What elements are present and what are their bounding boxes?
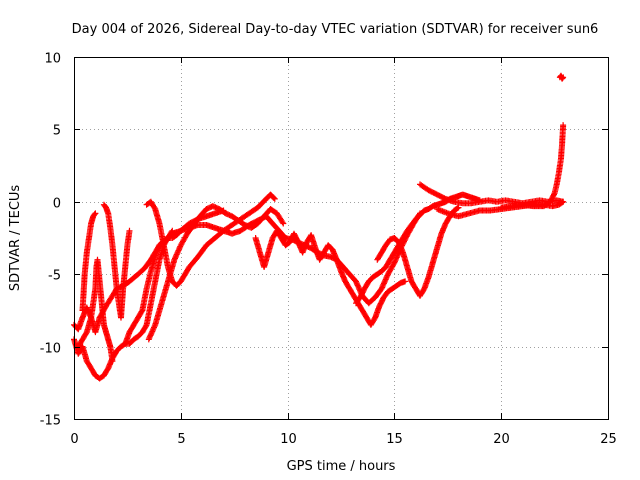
- data-point: [455, 204, 462, 211]
- y-tick-label: 5: [53, 124, 61, 139]
- data-point: [142, 323, 149, 330]
- y-tick-label: -15: [40, 414, 61, 429]
- series-arc-8: [145, 203, 287, 343]
- data-point: [560, 198, 567, 205]
- series-arc-1: [71, 227, 176, 382]
- y-tick-label: 0: [53, 197, 61, 212]
- x-axis-label: GPS time / hours: [287, 459, 396, 474]
- series-arc-5: [100, 201, 133, 321]
- data-point: [126, 227, 133, 234]
- data-point: [271, 195, 278, 202]
- data-point: [402, 278, 409, 285]
- data-point: [279, 219, 286, 226]
- y-tick-label: -5: [48, 269, 61, 284]
- series-arc-15: [498, 122, 567, 211]
- series-arc-3: [75, 256, 116, 365]
- data-point: [91, 211, 98, 218]
- y-tick-label: 10: [44, 52, 61, 67]
- data-point: [270, 195, 277, 201]
- data-point: [92, 210, 99, 217]
- x-tick-label: 20: [493, 432, 510, 447]
- x-tick-label: 10: [280, 432, 297, 447]
- x-tick-label: 0: [70, 432, 78, 447]
- axis-ticks: 0 5 10 15 20 25 -15 -10 -5 0 5 10: [40, 52, 617, 448]
- data-point: [560, 74, 567, 81]
- chart-title: Day 004 of 2026, Sidereal Day-to-day VTE…: [72, 22, 599, 37]
- data-point: [560, 122, 567, 129]
- series-arc-16: [556, 72, 567, 82]
- y-axis-label: SDTVAR / TECUs: [8, 185, 23, 292]
- x-tick-label: 25: [600, 432, 617, 447]
- series-arc-10: [263, 210, 423, 307]
- data-point: [559, 199, 566, 206]
- data-point: [454, 205, 461, 212]
- x-tick-label: 15: [386, 432, 403, 447]
- series-arc-4: [79, 210, 99, 314]
- x-tick-label: 5: [177, 432, 185, 447]
- data-point: [109, 358, 116, 365]
- grid: [74, 57, 608, 419]
- data-points: [71, 72, 567, 382]
- plot-frame: [74, 57, 609, 420]
- data-point: [280, 220, 287, 227]
- y-tick-label: -10: [40, 342, 61, 357]
